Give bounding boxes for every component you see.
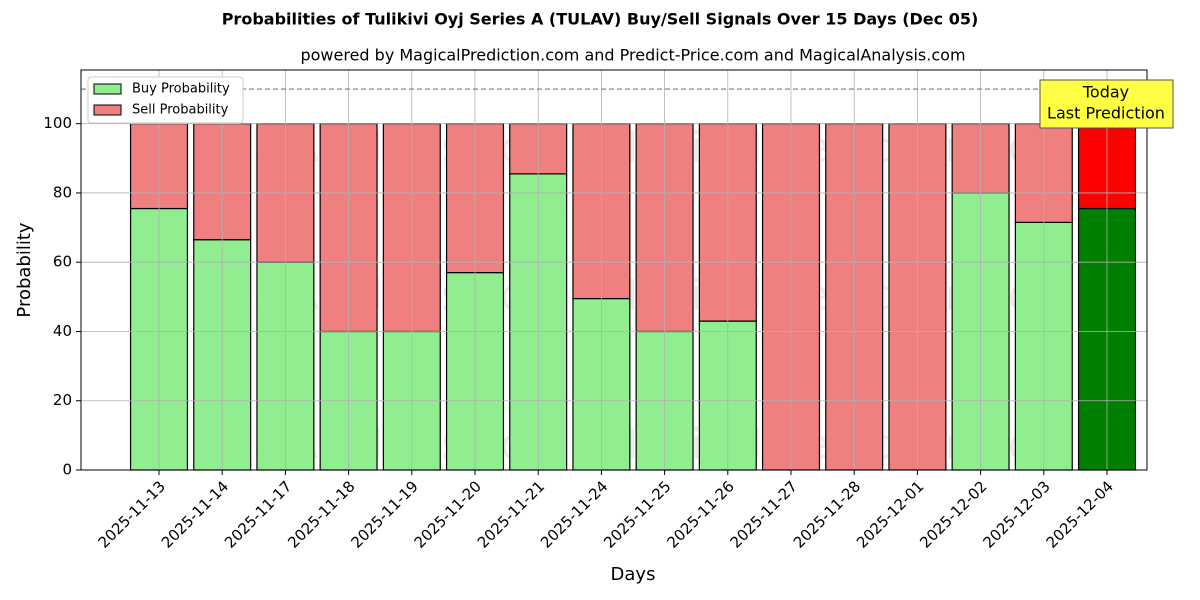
y-tick-label: 0 (62, 461, 72, 479)
x-tick-label: 2025-11-13 (95, 477, 169, 551)
y-tick-label: 80 (53, 183, 72, 201)
x-tick-label: 2025-12-03 (979, 477, 1053, 551)
x-tick-label: 2025-11-21 (474, 477, 548, 551)
x-tick-label: 2025-12-02 (916, 477, 990, 551)
x-tick-label: 2025-11-25 (600, 477, 674, 551)
y-tick-label: 20 (53, 391, 72, 409)
y-axis-label: Probability (14, 222, 35, 317)
x-tick-label: 2025-11-27 (727, 477, 801, 551)
y-tick-label: 40 (53, 322, 72, 340)
x-tick-label: 2025-11-18 (284, 477, 358, 551)
x-tick-label: 2025-12-04 (1043, 477, 1117, 551)
annotation: Last Prediction (1047, 104, 1165, 123)
x-tick-label: 2025-11-28 (790, 477, 864, 551)
plot-frame (80, 69, 1148, 471)
x-tick-label: 2025-12-01 (853, 477, 927, 551)
annotation-box (1039, 79, 1174, 129)
x-tick-label: 2025-11-26 (663, 477, 737, 551)
legend-swatch (93, 104, 122, 116)
x-tick-label: 2025-11-14 (158, 477, 232, 551)
x-tick-label: 2025-11-19 (347, 477, 421, 551)
chart-title: Probabilities of Tulikivi Oyj Series A (… (222, 10, 979, 29)
legend-label: Buy Probability (132, 82, 230, 97)
legend-box (87, 76, 244, 124)
annotation: Today (1082, 83, 1129, 102)
x-tick-label: 2025-11-20 (411, 477, 485, 551)
chart-subtitle: powered by MagicalPrediction.com and Pre… (300, 46, 965, 65)
legend-label: Sell Probability (132, 103, 229, 118)
x-tick-label: 2025-11-17 (221, 477, 295, 551)
x-axis-label: Days (611, 564, 656, 585)
y-tick-label: 100 (43, 114, 72, 132)
legend-swatch (93, 83, 122, 95)
x-tick-label: 2025-11-24 (537, 477, 611, 551)
y-tick-label: 60 (53, 253, 72, 271)
